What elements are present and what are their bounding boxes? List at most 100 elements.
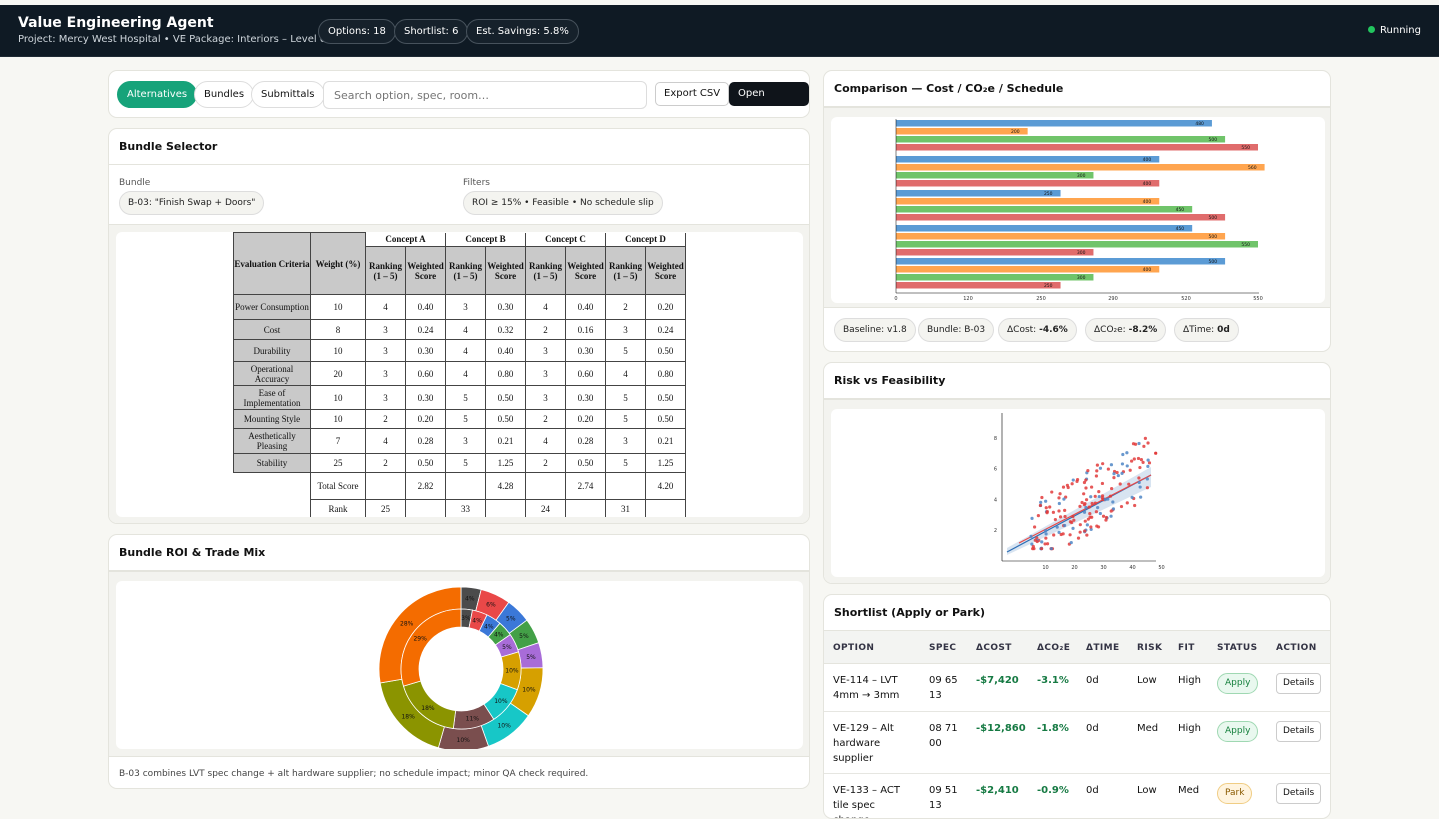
comparison-bar-value: 250	[1044, 283, 1053, 289]
score-cell: 0.24	[405, 319, 446, 340]
delta-co2-value: -8.2%	[1128, 325, 1158, 335]
export-csv-button[interactable]: Export CSV	[655, 82, 730, 106]
score-cell: 3	[605, 428, 646, 454]
total-row: Total Score 2.82 4.28 2.74 4.20	[234, 472, 686, 500]
weight-header: Weight (%)	[310, 232, 366, 295]
roi-panel: 4% 6% 5% 5% 5% 10% 10% 10% 18% 28% 3% 4% 4% 4% 5% 10% 10…	[116, 581, 803, 749]
risk-y-tick: 10	[991, 409, 997, 411]
risk-scatter-point	[1130, 459, 1134, 463]
score-cell: 0.30	[405, 385, 446, 410]
ranking-subheader: Ranking (1 – 5)	[445, 246, 486, 295]
comparison-bar-value: 500	[1208, 137, 1217, 143]
risk-scatter-point	[1030, 516, 1034, 521]
risk-scatter-point	[1108, 494, 1113, 498]
tab-alternatives[interactable]: Alternatives	[117, 81, 198, 108]
total-cell: 2.74	[565, 472, 606, 500]
evaluation-row: Durability 10 3 0.30 4 0.40 3 0.30 5 0.50	[233, 339, 686, 362]
risk-card: Risk vs Feasibility 2 4 6 8 10 10 20 30 40 50	[823, 362, 1331, 584]
risk-scatter-point	[1044, 506, 1048, 510]
weight-cell: 10	[310, 409, 366, 429]
weighted-score-subheader: Weighted Score	[485, 246, 526, 295]
score-cell: 0.50	[645, 339, 686, 362]
donut-label: 10%	[494, 698, 508, 705]
bundle-select[interactable]: B-03: "Finish Swap + Doors"	[119, 191, 265, 215]
details-button[interactable]: Details	[1276, 783, 1322, 804]
comparison-bar-value: 250	[1044, 191, 1053, 197]
col-cost: ΔCOST	[976, 643, 1012, 653]
project-subtitle: Project: Mercy West Hospital • VE Packag…	[18, 34, 333, 45]
open-option-button[interactable]: Open Option	[729, 82, 809, 117]
criteria-cell: Cost	[233, 319, 311, 340]
spec-cell: 09 51 13	[929, 785, 958, 811]
score-cell: 3	[525, 339, 566, 362]
shortlist-header: OPTION SPEC ΔCOST ΔCO₂E ΔTIME RISK FIT S…	[824, 631, 1330, 664]
donut-label: 18%	[421, 705, 435, 712]
donut-label: 4%	[465, 596, 475, 603]
risk-scatter-point	[1146, 464, 1150, 468]
evaluation-row: Stability 25 2 0.50 5 1.25 2 0.50 5 1.25	[233, 453, 686, 473]
ranking-subheader: Ranking (1 – 5)	[605, 246, 646, 295]
bundle-selector-card: Bundle Selector Bundle B-03: "Finish Swa…	[108, 128, 810, 524]
comparison-bar	[896, 233, 1226, 240]
comparison-bar	[896, 214, 1226, 221]
shortlist-row[interactable]: VE-133 – ACT tile spec change 09 51 13 -$2…	[824, 774, 1330, 818]
score-cell: 0.28	[405, 428, 446, 454]
risk-scatter-point	[1044, 499, 1048, 503]
risk-scatter-point	[1082, 492, 1086, 496]
status-dot-icon	[1368, 26, 1376, 33]
comparison-bar-value: 400	[1143, 267, 1152, 273]
shortlist-row[interactable]: VE-129 – Alt hardware supplier 08 71 00 -$…	[824, 712, 1330, 774]
risk-scatter-point	[1057, 501, 1061, 506]
co2-cell: -1.8%	[1037, 723, 1069, 734]
risk-scatter-point	[1090, 501, 1094, 506]
score-cell: 0.24	[645, 319, 686, 340]
criteria-cell: Mounting Style	[233, 409, 311, 429]
concept-d-header: Concept D	[605, 232, 686, 247]
toolbar-card: Alternatives Bundles Submittals Export C…	[108, 70, 810, 118]
score-cell: 0.20	[565, 409, 606, 429]
score-cell: 2	[365, 409, 406, 429]
comparison-bar-value: 400	[1143, 157, 1152, 163]
comparison-bar	[896, 190, 1061, 197]
col-action: ACTION	[1276, 643, 1317, 653]
risk-scatter-point	[1063, 523, 1067, 528]
delta-co2-chip: ΔCO₂e: -8.2%	[1085, 318, 1167, 342]
risk-scatter-point	[1045, 542, 1050, 546]
comparison-bar	[896, 164, 1265, 171]
filters-chip[interactable]: ROI ≥ 15% • Feasible • No schedule slip	[463, 191, 663, 215]
comparison-bar	[896, 136, 1226, 143]
col-option: OPTION	[833, 643, 875, 653]
score-cell: 3	[445, 294, 486, 320]
savings-pill: Est. Savings: 5.8%	[466, 19, 579, 44]
details-button[interactable]: Details	[1276, 673, 1322, 694]
risk-cell: Low	[1137, 785, 1157, 796]
ranking-subheader: Ranking (1 – 5)	[365, 246, 406, 295]
status-badge[interactable]: Apply	[1217, 673, 1259, 694]
score-cell: 5	[605, 339, 646, 362]
status-badge[interactable]: Park	[1217, 783, 1253, 804]
risk-scatter-point	[1104, 515, 1109, 520]
details-button[interactable]: Details	[1276, 721, 1322, 742]
score-cell: 0.20	[405, 409, 446, 429]
score-cell: 0.30	[485, 294, 526, 320]
donut-label: 18%	[401, 713, 415, 720]
risk-scatter-point	[1097, 490, 1101, 494]
rank-empty-cell	[405, 499, 446, 517]
comparison-bar	[896, 172, 1094, 179]
shortlist-row[interactable]: VE-114 – LVT 4mm → 3mm 09 65 13 -$7,420 -3.…	[824, 664, 1330, 712]
status-badge[interactable]: Apply	[1217, 721, 1259, 742]
criteria-cell: Ease of Implementation	[233, 385, 311, 410]
search-input[interactable]	[323, 81, 647, 109]
score-cell: 0.50	[485, 409, 526, 429]
criteria-cell: Power Consumption	[233, 294, 311, 320]
donut-label: 5%	[526, 654, 536, 661]
cost-cell: -$12,860	[976, 723, 1026, 734]
risk-scatter-point	[1040, 495, 1044, 500]
rank-cell: 25	[365, 499, 406, 517]
col-time: ΔTIME	[1086, 643, 1120, 653]
tab-submittals[interactable]: Submittals	[251, 81, 325, 108]
total-empty-cell	[525, 472, 566, 500]
tab-bundles[interactable]: Bundles	[194, 81, 255, 108]
weight-cell: 10	[310, 294, 366, 320]
score-cell: 3	[365, 319, 406, 340]
